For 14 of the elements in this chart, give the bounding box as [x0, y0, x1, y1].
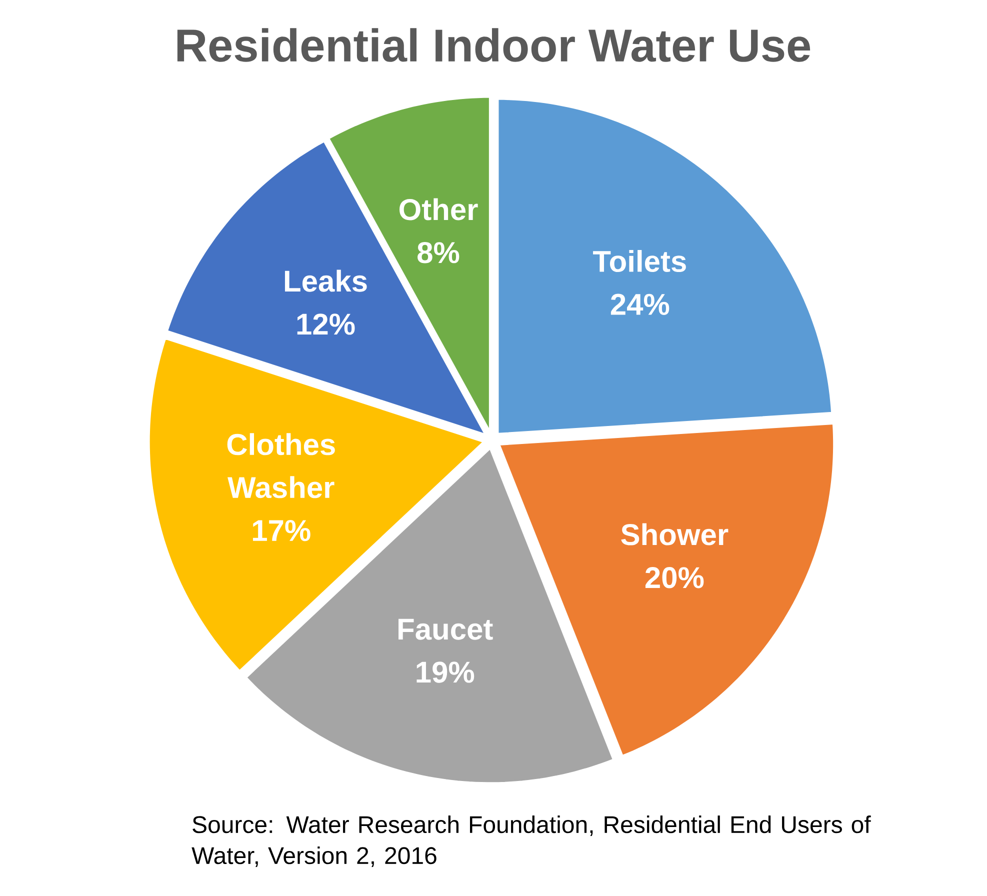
slice-label: Shower	[621, 523, 728, 546]
data-label: 24%	[610, 294, 670, 315]
source-note: Source: Water Research Foundation, Residential End Users of Water, Version 2, 2016	[192, 816, 871, 867]
data-label: 19%	[416, 662, 474, 683]
data-label: 17%	[252, 520, 310, 542]
data-label: 12%	[297, 314, 355, 335]
slice-label: Clothes Washer	[227, 433, 335, 498]
slice-label: Leaks	[284, 270, 367, 292]
slice-label: Other	[400, 198, 478, 220]
data-label: 20%	[645, 567, 704, 588]
slice-label: Toilets	[593, 250, 686, 272]
chart-title: Residential Indoor Water Use	[177, 28, 810, 62]
data-label: 8%	[418, 242, 460, 264]
slice-label: Faucet	[398, 618, 493, 640]
